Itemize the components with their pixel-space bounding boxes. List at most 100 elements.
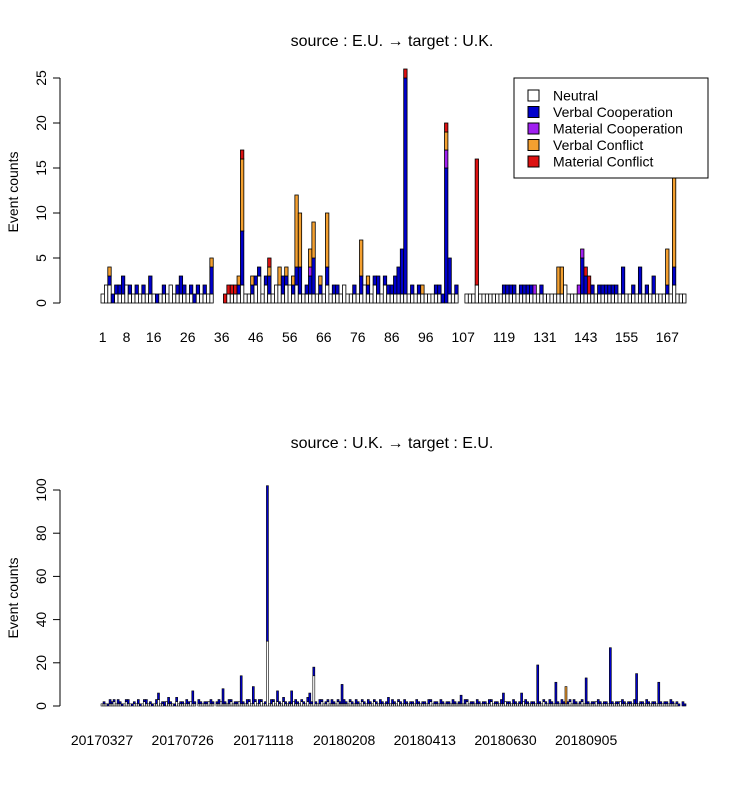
bar-segment [385, 703, 388, 707]
bar-segment [359, 275, 364, 295]
bar-segment [178, 275, 184, 295]
bar-segment [237, 701, 241, 707]
bar-segment [420, 284, 425, 295]
bar-segment [209, 703, 213, 707]
bar-segment [481, 701, 485, 705]
y-tick-label: 20 [33, 115, 49, 131]
bar-segment [437, 703, 441, 707]
bar-segment [267, 266, 272, 277]
bar-segment [559, 293, 564, 304]
bar-segment [163, 701, 166, 707]
bar-segment [677, 703, 681, 707]
bar-segment [445, 703, 449, 707]
bar-segment [128, 703, 132, 707]
bar-segment [189, 701, 193, 707]
bar-segment [236, 293, 241, 304]
bar-segment [379, 703, 382, 707]
bar-segment [118, 701, 122, 705]
bar-segment [240, 284, 245, 304]
bar-segment [158, 293, 163, 304]
bar-segment [318, 699, 322, 705]
bar-segment [182, 293, 187, 304]
bar-segment [284, 284, 289, 304]
bar-segment [296, 703, 299, 707]
bar-segment [672, 176, 677, 268]
bar-segment [181, 701, 185, 705]
bar-segment [471, 701, 475, 705]
bar-segment [254, 699, 257, 702]
bar-segment [629, 701, 632, 705]
bar-segment [644, 284, 649, 295]
bar-segment [148, 293, 153, 304]
y-axis: 0 20 40 60 80 100 [33, 478, 61, 710]
bar-segment [189, 284, 194, 295]
bar-segment [610, 284, 615, 295]
bar-segment [345, 293, 350, 304]
bar-segment [350, 701, 354, 705]
bar-segment [620, 266, 626, 295]
bar-segment [304, 284, 309, 295]
bar-segment [637, 293, 643, 304]
y-tick-label: 0 [33, 702, 49, 710]
bar-segment [406, 293, 411, 304]
bar-segment [260, 699, 263, 702]
bar-segment [672, 266, 677, 286]
bar-segment [683, 703, 687, 707]
bar-segment [260, 293, 265, 304]
bar-segment [294, 284, 299, 304]
bar-segment [459, 703, 463, 707]
bar-segment [631, 284, 636, 295]
bar-segment [393, 275, 398, 295]
bar-segment [272, 699, 275, 702]
bar-segment [157, 699, 160, 707]
bar-segment [407, 703, 410, 707]
bar-segment [544, 703, 548, 707]
bar-segment [590, 703, 594, 707]
bar-segment [189, 293, 194, 304]
bar-segment [300, 699, 304, 702]
bar-segment [124, 284, 129, 304]
bar-segment [580, 701, 584, 707]
bar-segment [284, 266, 289, 277]
bar-segment [530, 701, 533, 705]
bar-segment [614, 284, 619, 295]
bar-segment [617, 293, 622, 304]
x-tick-label: 86 [384, 329, 400, 345]
bar-segment [560, 703, 564, 707]
y-tick-label: 60 [33, 568, 49, 584]
bar-segment [413, 703, 416, 707]
bar-segment [247, 701, 251, 707]
bar-segment [441, 701, 445, 705]
bar-segment [308, 275, 313, 295]
bar-segment [316, 703, 320, 707]
bar-segment [215, 701, 219, 705]
bar-segment [494, 701, 497, 705]
bar-segment [203, 701, 207, 705]
bar-segment [385, 701, 388, 705]
bar-segment [250, 293, 255, 304]
x-tick-label: 20170327 [71, 732, 134, 748]
bar-segment [563, 284, 568, 304]
bar-segment [155, 293, 160, 304]
bar-segment [550, 701, 554, 705]
bar-segment [185, 699, 189, 705]
bar-segment [311, 221, 316, 259]
bar-segment [399, 293, 405, 304]
bar-segment [586, 701, 590, 705]
bar-segment [144, 293, 150, 304]
bar-segment [117, 293, 122, 304]
bar-segment [173, 703, 176, 707]
bar-segment [457, 703, 461, 707]
bar-segment [137, 699, 140, 705]
bar-segment [233, 284, 238, 295]
bar-segment [512, 284, 517, 295]
bar-segment [211, 703, 215, 707]
bar-segment [193, 703, 197, 707]
bar-segment [488, 703, 491, 707]
bar-segment [277, 284, 282, 304]
bar-segment [611, 703, 614, 707]
bar-segment [336, 699, 340, 702]
bar-segment [381, 701, 384, 705]
x-tick-label: 96 [418, 329, 434, 345]
bar-segment [185, 293, 190, 304]
